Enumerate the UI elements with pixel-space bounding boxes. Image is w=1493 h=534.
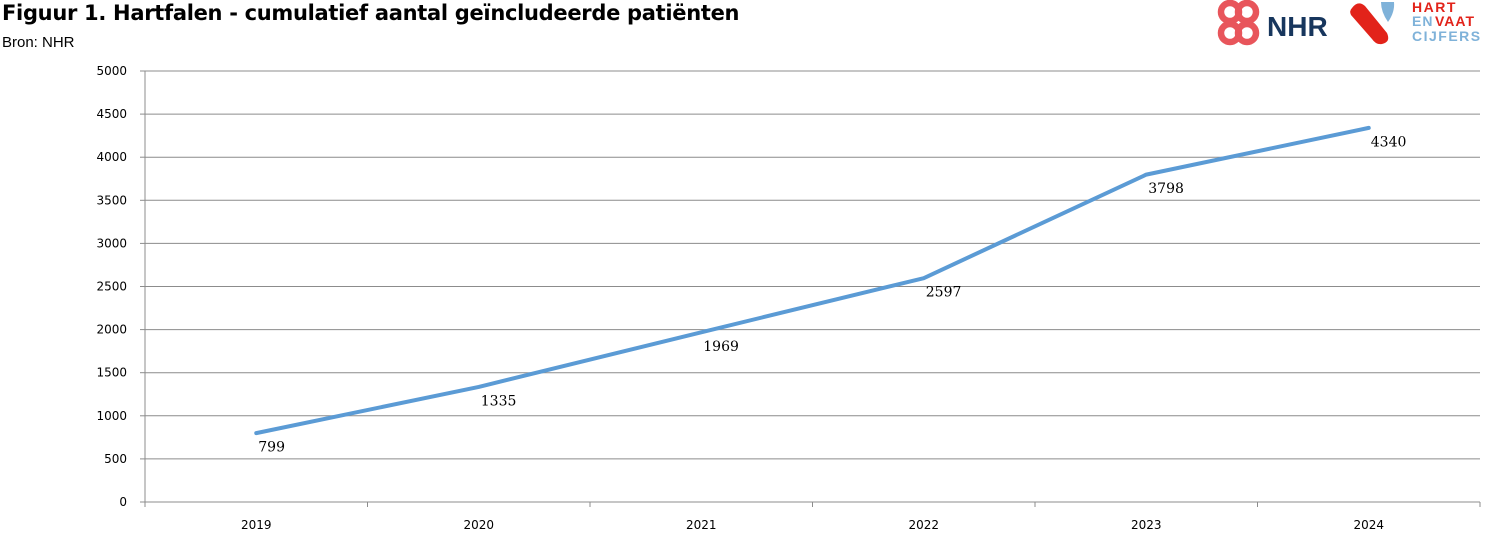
data-label: 4340 [1371, 134, 1407, 150]
data-label: 1335 [481, 394, 517, 410]
y-tick-label: 4000 [96, 150, 127, 164]
y-tick-label: 3000 [96, 236, 127, 250]
nhr-logo-text: NHR [1267, 11, 1328, 42]
y-axis-ticks: 0 500 1000 1500 2000 2500 3000 3500 4000 4500 5000 [96, 64, 145, 509]
y-tick-label: 0 [119, 495, 127, 509]
hartenvaat-red-shape-icon [1350, 3, 1389, 45]
x-tick-label: 2022 [908, 518, 939, 532]
hartenvaat-line2b: VAAT [1435, 13, 1475, 29]
data-label: 1969 [703, 339, 739, 355]
x-tick-label: 2024 [1353, 518, 1384, 532]
logos: NHR HART EN VAAT CIJFERS [1217, 0, 1482, 46]
y-tick-label: 5000 [96, 64, 127, 78]
nhr-heart-knot-icon [1217, 0, 1260, 46]
chart-title: Figuur 1. Hartfalen - cumulatief aantal … [2, 1, 740, 25]
data-label: 799 [258, 440, 285, 456]
data-label: 3798 [1148, 181, 1184, 197]
hartenvaat-line3: CIJFERS [1412, 28, 1482, 44]
hartenvaat-line1: HART [1412, 0, 1457, 15]
data-label: 2597 [926, 285, 962, 301]
x-tick-label: 2019 [241, 518, 272, 532]
y-tick-label: 1500 [96, 366, 127, 380]
gridlines [145, 70, 1480, 460]
y-tick-label: 2000 [96, 323, 127, 337]
series-line [254, 125, 1371, 436]
x-axis-ticks: 2019 2020 2021 2022 2023 2024 [144, 502, 1481, 532]
hartenvaat-line2a: EN [1412, 13, 1433, 29]
nhr-logo: NHR [1217, 0, 1328, 46]
y-tick-label: 4500 [96, 107, 127, 121]
x-tick-label: 2021 [686, 518, 717, 532]
y-tick-label: 2500 [96, 280, 127, 294]
y-tick-label: 500 [104, 452, 127, 466]
series [254, 125, 1371, 436]
hartenvaat-logo: HART EN VAAT CIJFERS [1350, 0, 1482, 45]
hartenvaat-drop-icon [1381, 2, 1395, 22]
data-labels: 799 1335 1969 2597 3798 4340 [258, 134, 1406, 455]
x-tick-label: 2023 [1131, 518, 1162, 532]
axes [144, 71, 1480, 506]
x-tick-label: 2020 [463, 518, 494, 532]
y-tick-label: 1000 [96, 409, 127, 423]
chart-source: Bron: NHR [2, 34, 75, 51]
y-tick-label: 3500 [96, 193, 127, 207]
